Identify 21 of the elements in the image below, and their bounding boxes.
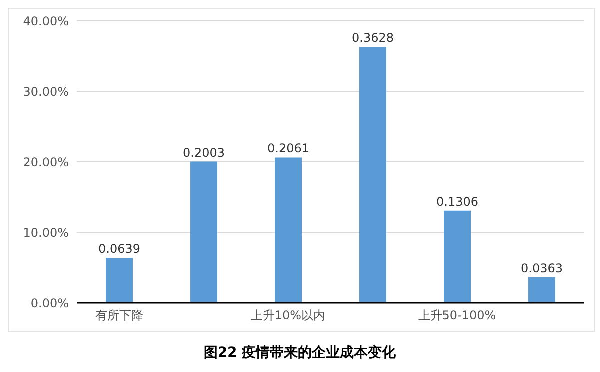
data-label: 0.0639 <box>98 242 140 256</box>
bar <box>360 47 386 303</box>
data-label: 0.2061 <box>268 142 310 156</box>
y-tick-label: 10.00% <box>23 226 69 240</box>
bar <box>106 258 133 303</box>
bar <box>275 158 302 303</box>
data-label: 0.1306 <box>436 194 478 209</box>
data-label: 0.0363 <box>521 261 563 276</box>
bar <box>528 277 556 303</box>
y-tick-label: 30.00% <box>23 84 69 99</box>
bar <box>190 162 218 303</box>
y-tick-label: 0.00% <box>30 296 69 310</box>
data-label: 0.2003 <box>183 146 225 160</box>
y-tick-label: 20.00% <box>23 155 69 170</box>
y-tick-label: 40.00% <box>23 14 69 28</box>
bar <box>444 210 471 303</box>
x-tick-label: 上升10%以内 <box>250 308 326 323</box>
data-label: 0.3628 <box>352 31 394 46</box>
x-tick-label: 有所下降 <box>95 308 144 323</box>
x-tick-label: 上升50-100% <box>418 308 496 323</box>
text: 图22 疫情带来的企业成本变化 <box>202 344 398 362</box>
